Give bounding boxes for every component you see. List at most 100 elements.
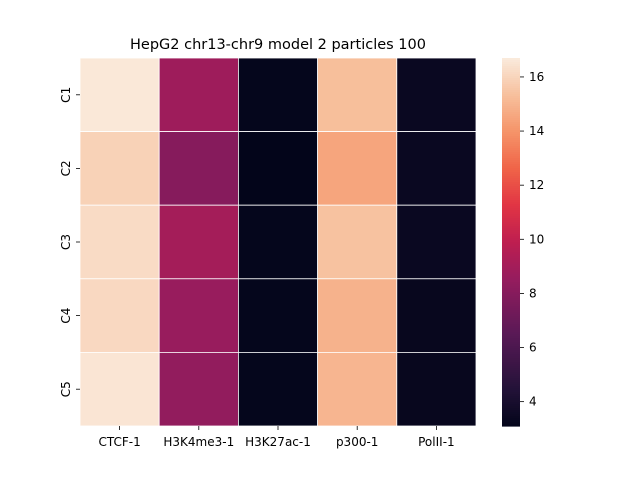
colorbar-segment <box>502 370 520 373</box>
heatmap-cell <box>317 57 398 132</box>
colorbar-tick-label: 14 <box>529 124 544 138</box>
colorbar-segment <box>502 372 520 375</box>
colorbar-segment <box>502 254 520 257</box>
colorbar-segment <box>502 80 520 83</box>
colorbar-segment <box>502 288 520 291</box>
colorbar-segment <box>502 404 520 407</box>
colorbar-segment <box>502 280 520 283</box>
x-tick-label: H3K27ac-1 <box>245 435 311 449</box>
colorbar-segment <box>502 204 520 207</box>
colorbar-segment <box>502 362 520 365</box>
colorbar-segment <box>502 298 520 301</box>
colorbar-segment <box>502 180 520 183</box>
colorbar-segment <box>502 182 520 185</box>
colorbar-segment <box>502 116 520 119</box>
colorbar-segment <box>502 134 520 137</box>
colorbar-segment <box>502 368 520 371</box>
colorbar-segment <box>502 326 520 329</box>
colorbar-segment <box>502 132 520 135</box>
colorbar-segment <box>502 158 520 161</box>
colorbar-segment <box>502 268 520 271</box>
colorbar-segment <box>502 390 520 393</box>
y-tick-label: C1 <box>59 87 73 103</box>
colorbar-segment <box>502 122 520 125</box>
colorbar-segment <box>502 414 520 417</box>
colorbar-segment <box>502 286 520 289</box>
colorbar-segment <box>502 66 520 69</box>
heatmap-cell <box>317 351 398 427</box>
colorbar-segment <box>502 236 520 239</box>
colorbar-segment <box>502 220 520 223</box>
colorbar-segment <box>502 382 520 385</box>
colorbar-segment <box>502 114 520 117</box>
colorbar-segment <box>502 198 520 201</box>
colorbar-segment <box>502 144 520 147</box>
colorbar-segment <box>502 410 520 413</box>
colorbar-segment <box>502 394 520 397</box>
colorbar-segment <box>502 176 520 179</box>
colorbar-segment <box>502 302 520 305</box>
colorbar-segment <box>502 244 520 247</box>
colorbar-segment <box>502 418 520 421</box>
colorbar-tick-label: 12 <box>529 178 544 192</box>
heatmap-cell <box>158 57 239 132</box>
heatmap-cell <box>237 204 318 280</box>
colorbar-segment <box>502 274 520 277</box>
heatmap-cell <box>237 57 318 132</box>
heatmap-cell <box>79 204 160 280</box>
colorbar-segment <box>502 136 520 139</box>
colorbar-segment <box>502 234 520 237</box>
colorbar-segment <box>502 378 520 381</box>
colorbar-segment <box>502 352 520 355</box>
colorbar-segment <box>502 154 520 157</box>
colorbar-segment <box>502 210 520 213</box>
colorbar-segment <box>502 334 520 337</box>
colorbar-segment <box>502 70 520 73</box>
colorbar-segment <box>502 364 520 367</box>
colorbar-segment <box>502 342 520 345</box>
colorbar-segment <box>502 72 520 75</box>
colorbar: 4 6 8 10 12 14 16 <box>502 58 544 427</box>
y-tick-label: C3 <box>59 234 73 250</box>
x-tick-label: p300-1 <box>336 435 379 449</box>
colorbar-segment <box>502 388 520 391</box>
colorbar-segment <box>502 330 520 333</box>
x-tick-label: PolII-1 <box>418 435 455 449</box>
colorbar-segment <box>502 316 520 319</box>
chart-title: HepG2 chr13-chr9 model 2 particles 100 <box>130 37 426 53</box>
colorbar-segment <box>502 240 520 243</box>
colorbar-segment <box>502 120 520 123</box>
colorbar-segment <box>502 104 520 107</box>
colorbar-segment <box>502 84 520 87</box>
heatmap-cell <box>396 131 477 206</box>
heatmap-cell <box>396 278 477 353</box>
colorbar-segment <box>502 384 520 387</box>
colorbar-segment <box>502 90 520 93</box>
colorbar-segment <box>502 356 520 359</box>
colorbar-segment <box>502 270 520 273</box>
colorbar-segment <box>502 152 520 155</box>
colorbar-segment <box>502 332 520 335</box>
colorbar-segment <box>502 218 520 221</box>
colorbar-segment <box>502 140 520 143</box>
heatmap-cell <box>158 204 239 280</box>
colorbar-segment <box>502 278 520 281</box>
colorbar-segment <box>502 374 520 377</box>
colorbar-segment <box>502 192 520 195</box>
x-axis: CTCF-1 H3K4me3-1 H3K27ac-1 p300-1 PolII-1 <box>98 426 455 449</box>
colorbar-segment <box>502 228 520 231</box>
colorbar-segment <box>502 188 520 191</box>
colorbar-segment <box>502 406 520 409</box>
colorbar-segment <box>502 262 520 265</box>
colorbar-segment <box>502 118 520 121</box>
heatmap-cell <box>317 278 398 353</box>
colorbar-segment <box>502 208 520 211</box>
colorbar-segment <box>502 294 520 297</box>
colorbar-segment <box>502 386 520 389</box>
colorbar-segment <box>502 100 520 103</box>
colorbar-segment <box>502 74 520 77</box>
heatmap-cell <box>237 131 318 206</box>
heatmap-cell <box>79 278 160 353</box>
heatmap-cell <box>79 57 160 132</box>
